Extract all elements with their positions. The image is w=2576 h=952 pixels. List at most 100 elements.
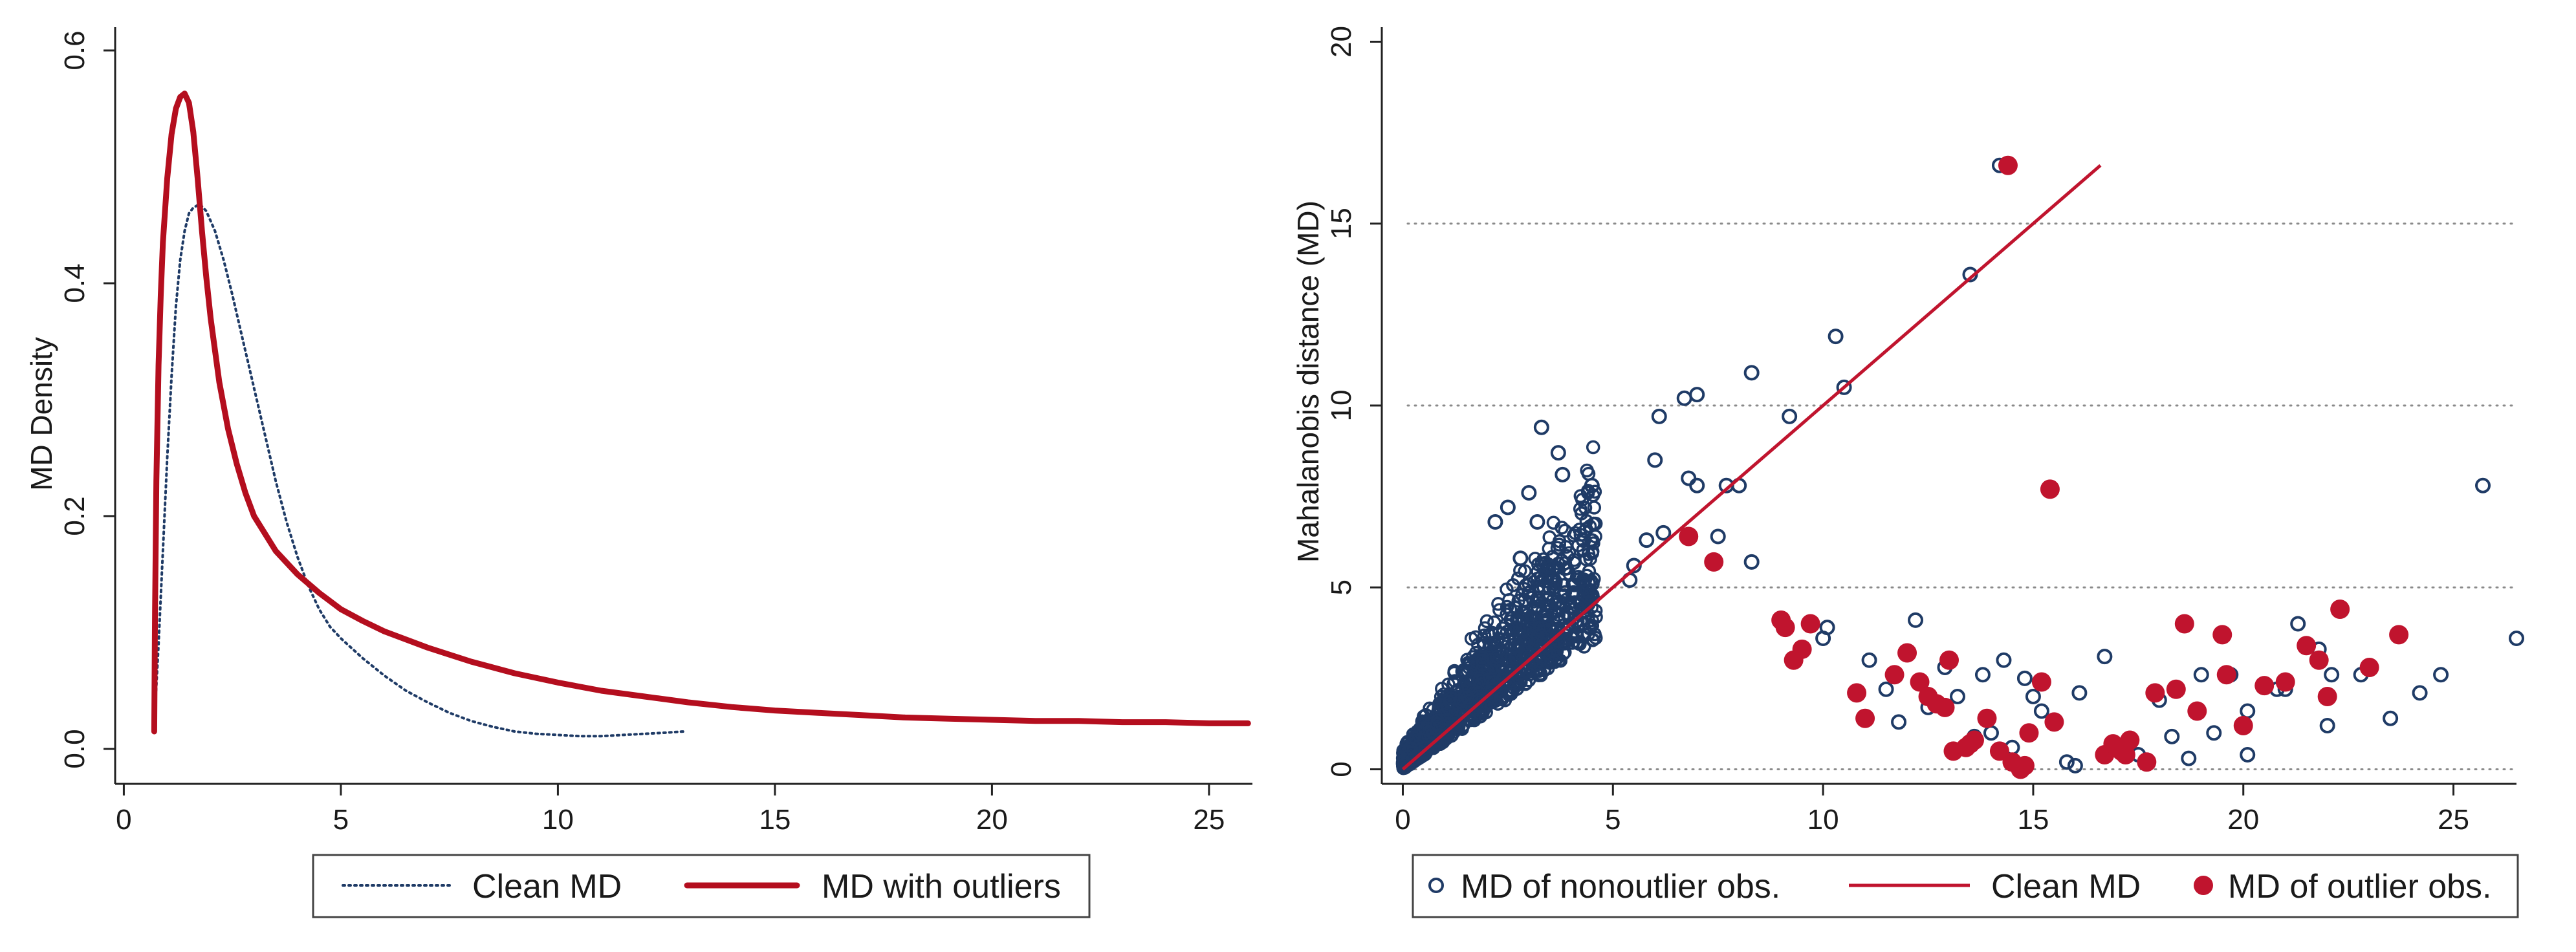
nonoutlier-point-cloud (1511, 593, 1525, 608)
nonoutlier-point (1529, 514, 1545, 530)
nonoutlier-point (1949, 689, 1965, 704)
nonoutlier-point (2412, 685, 2428, 701)
nonoutlier-point-cloud (1508, 650, 1522, 665)
nonoutlier-point (1908, 612, 1924, 628)
density-x-tick-label-1: 5 (333, 804, 349, 836)
nonoutlier-point (2164, 728, 2180, 744)
nonoutlier-point (2475, 477, 2491, 493)
nonoutlier-point (1861, 652, 1877, 668)
outlier-point (2389, 625, 2409, 645)
nonoutlier-point-cloud (1550, 541, 1565, 556)
nonoutlier-point (1996, 652, 2012, 668)
nonoutlier-point-cloud (1534, 605, 1549, 620)
nonoutlier-point-cloud (1500, 600, 1514, 614)
nonoutlier-point-cloud (1495, 626, 1509, 641)
nonoutlier-point (2016, 670, 2033, 686)
scatter-y-tick-label-0: 0 (1326, 761, 1357, 777)
nonoutlier-point (2383, 710, 2399, 726)
density-y-tick-label-2: 0.4 (59, 263, 91, 303)
nonoutlier-point-cloud (1556, 578, 1571, 592)
outlier-point (2145, 683, 2165, 703)
nonoutlier-point-cloud (1549, 628, 1564, 642)
nonoutlier-point (2290, 616, 2306, 632)
legend-label-md-with-outliers: MD with outliers (822, 868, 1061, 905)
nonoutlier-point (1542, 579, 1558, 596)
nonoutlier-point (2067, 757, 2083, 774)
outlier-point (2297, 636, 2317, 656)
nonoutlier-point-cloud (1487, 635, 1501, 650)
nonoutlier-point (2193, 667, 2209, 683)
nonoutlier-point (1655, 525, 1672, 541)
nonoutlier-point (1584, 477, 1600, 493)
scatter-x-tick-label-5: 25 (2438, 804, 2469, 836)
nonoutlier-point-cloud (1577, 524, 1592, 539)
nonoutlier-point-cloud (1508, 600, 1522, 615)
nonoutlier-point-cloud (1523, 667, 1537, 682)
clean-md-reference-line (1401, 164, 2102, 771)
scatter-x-tick-label-2: 10 (1807, 804, 1839, 836)
nonoutlier-point-cloud (1585, 546, 1600, 560)
outlier-point (1847, 683, 1867, 703)
legend-marker-nonoutlier (1428, 878, 1444, 893)
nonoutlier-point (1512, 550, 1529, 567)
nonoutlier-point-cloud (1478, 621, 1492, 635)
outlier-point (1935, 697, 1955, 717)
nonoutlier-point (2319, 718, 2335, 733)
scatter-y-axis-title: Mahalanobis distance (MD) (1291, 200, 1325, 563)
outlier-point (2317, 687, 2337, 706)
nonoutlier-point-cloud (1417, 745, 1432, 759)
nonoutlier-point (1521, 485, 1537, 501)
nonoutlier-point (1828, 329, 1844, 345)
density-x-tick-label-3: 15 (759, 804, 791, 836)
nonoutlier-point (1743, 554, 1760, 570)
nonoutlier-point (1555, 466, 1571, 482)
outlier-point (2254, 676, 2275, 696)
nonoutlier-point-cloud (1445, 728, 1459, 742)
nonoutlier-point (1575, 532, 1591, 548)
density-legend: Clean MD MD with outliers (312, 854, 1091, 918)
nonoutlier-point-cloud (1463, 713, 1478, 728)
nonoutlier-point (2509, 631, 2524, 646)
outlier-point (1939, 650, 1959, 670)
nonoutlier-point-cloud (1460, 653, 1474, 667)
nonoutlier-point-cloud (1580, 463, 1594, 478)
outlier-point (2014, 755, 2035, 775)
nonoutlier-point-cloud (1588, 516, 1603, 531)
outlier-point (2040, 479, 2060, 499)
nonoutlier-point-cloud (1489, 649, 1504, 664)
outlier-point (1998, 155, 2018, 175)
nonoutlier-point (1500, 499, 1516, 515)
nonoutlier-point-cloud (1493, 691, 1508, 706)
scatter-y-tick-label-1: 5 (1326, 579, 1357, 595)
outlier-point (2031, 672, 2051, 692)
nonoutlier-point (2433, 667, 2449, 683)
density-y-axis-title: MD Density (25, 337, 58, 491)
nonoutlier-point-cloud (1558, 645, 1572, 660)
nonoutlier-point-cloud (1479, 614, 1494, 629)
outlier-point (2359, 658, 2379, 677)
nonoutlier-point-cloud (1508, 640, 1522, 654)
nonoutlier-point (2033, 703, 2049, 719)
nonoutlier-point (1487, 514, 1503, 530)
nonoutlier-point-cloud (1510, 682, 1524, 696)
outlier-point (1897, 643, 1917, 663)
nonoutlier-point-cloud (1557, 636, 1572, 651)
nonoutlier-point (1710, 528, 1726, 545)
nonoutlier-point-cloud (1560, 561, 1575, 576)
nonoutlier-point (1651, 408, 1667, 424)
legend-label-clean-md: Clean MD (472, 868, 622, 905)
outlier-point (2187, 701, 2207, 721)
nonoutlier-point (1550, 445, 1566, 461)
scatter-legend: MD of nonoutlier obs. Clean MD MD of out… (1412, 854, 2519, 918)
nonoutlier-point (1782, 408, 1798, 424)
nonoutlier-point-cloud (1576, 543, 1591, 557)
nonoutlier-point (1689, 387, 1705, 403)
outlier-point (1855, 708, 1875, 728)
nonoutlier-point-cloud (1585, 618, 1600, 633)
outlier-point (1704, 552, 1724, 572)
outlier-point (1771, 610, 1791, 630)
nonoutlier-point-cloud (1547, 577, 1561, 591)
nonoutlier-point-cloud (1551, 607, 1566, 622)
density-y-tick-label-1: 0.2 (59, 496, 91, 536)
scatter-y-tick-label-3: 15 (1326, 208, 1357, 239)
